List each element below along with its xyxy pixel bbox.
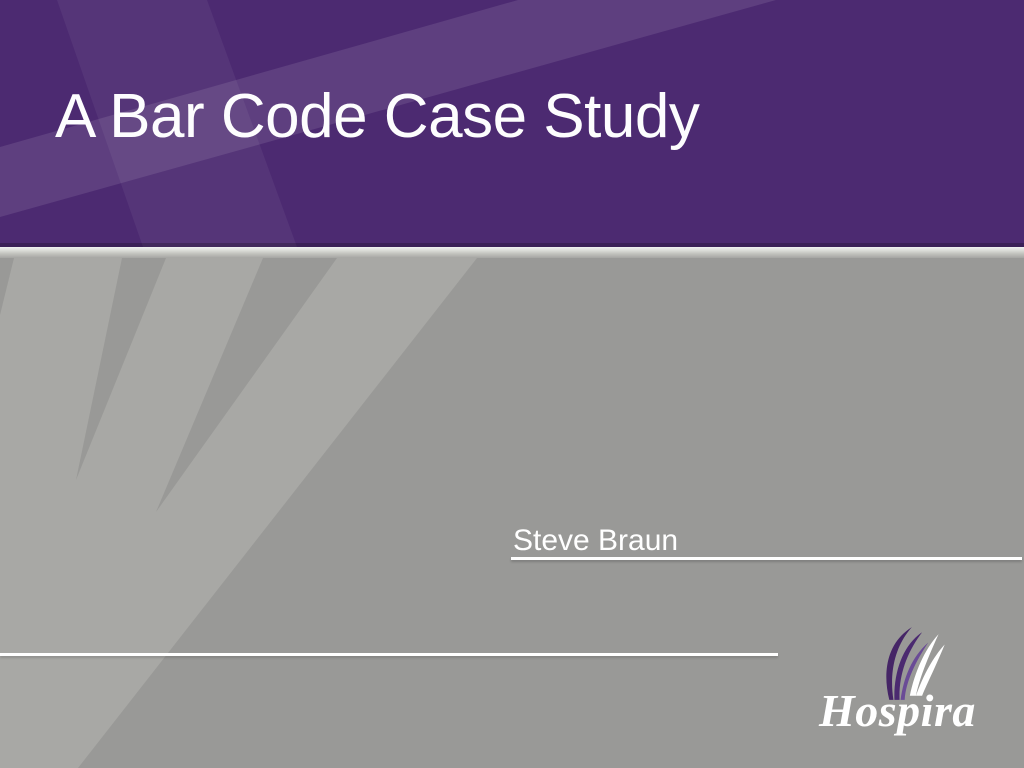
hospira-logo: Hospira xyxy=(815,622,1015,742)
hospira-logo-text: Hospira xyxy=(819,685,976,736)
divider-highlight-strip xyxy=(0,247,1024,258)
gray-dark-wedge-2 xyxy=(76,258,166,480)
purple-ray xyxy=(57,0,297,247)
logo-blade-purple-1 xyxy=(886,627,912,700)
presenter-name: Steve Braun xyxy=(513,524,679,557)
gray-dark-wedge-3 xyxy=(156,258,337,512)
logo-blade-purple-3 xyxy=(900,642,929,700)
slide-title: A Bar Code Case Study xyxy=(55,82,700,151)
purple-band-bottom-edge xyxy=(0,243,1024,247)
footer-rule xyxy=(0,653,778,656)
hospira-logo-mark-icon xyxy=(886,627,945,700)
logo-blade-white-2 xyxy=(915,644,945,696)
purple-swoosh xyxy=(0,0,776,217)
gray-light-fan xyxy=(0,258,477,768)
gray-dark-wedge-1 xyxy=(0,258,14,315)
logo-blade-white-1 xyxy=(909,634,939,696)
logo-blade-purple-2 xyxy=(894,632,923,700)
purple-header-band xyxy=(0,0,1024,247)
presenter-underline xyxy=(511,557,1022,560)
